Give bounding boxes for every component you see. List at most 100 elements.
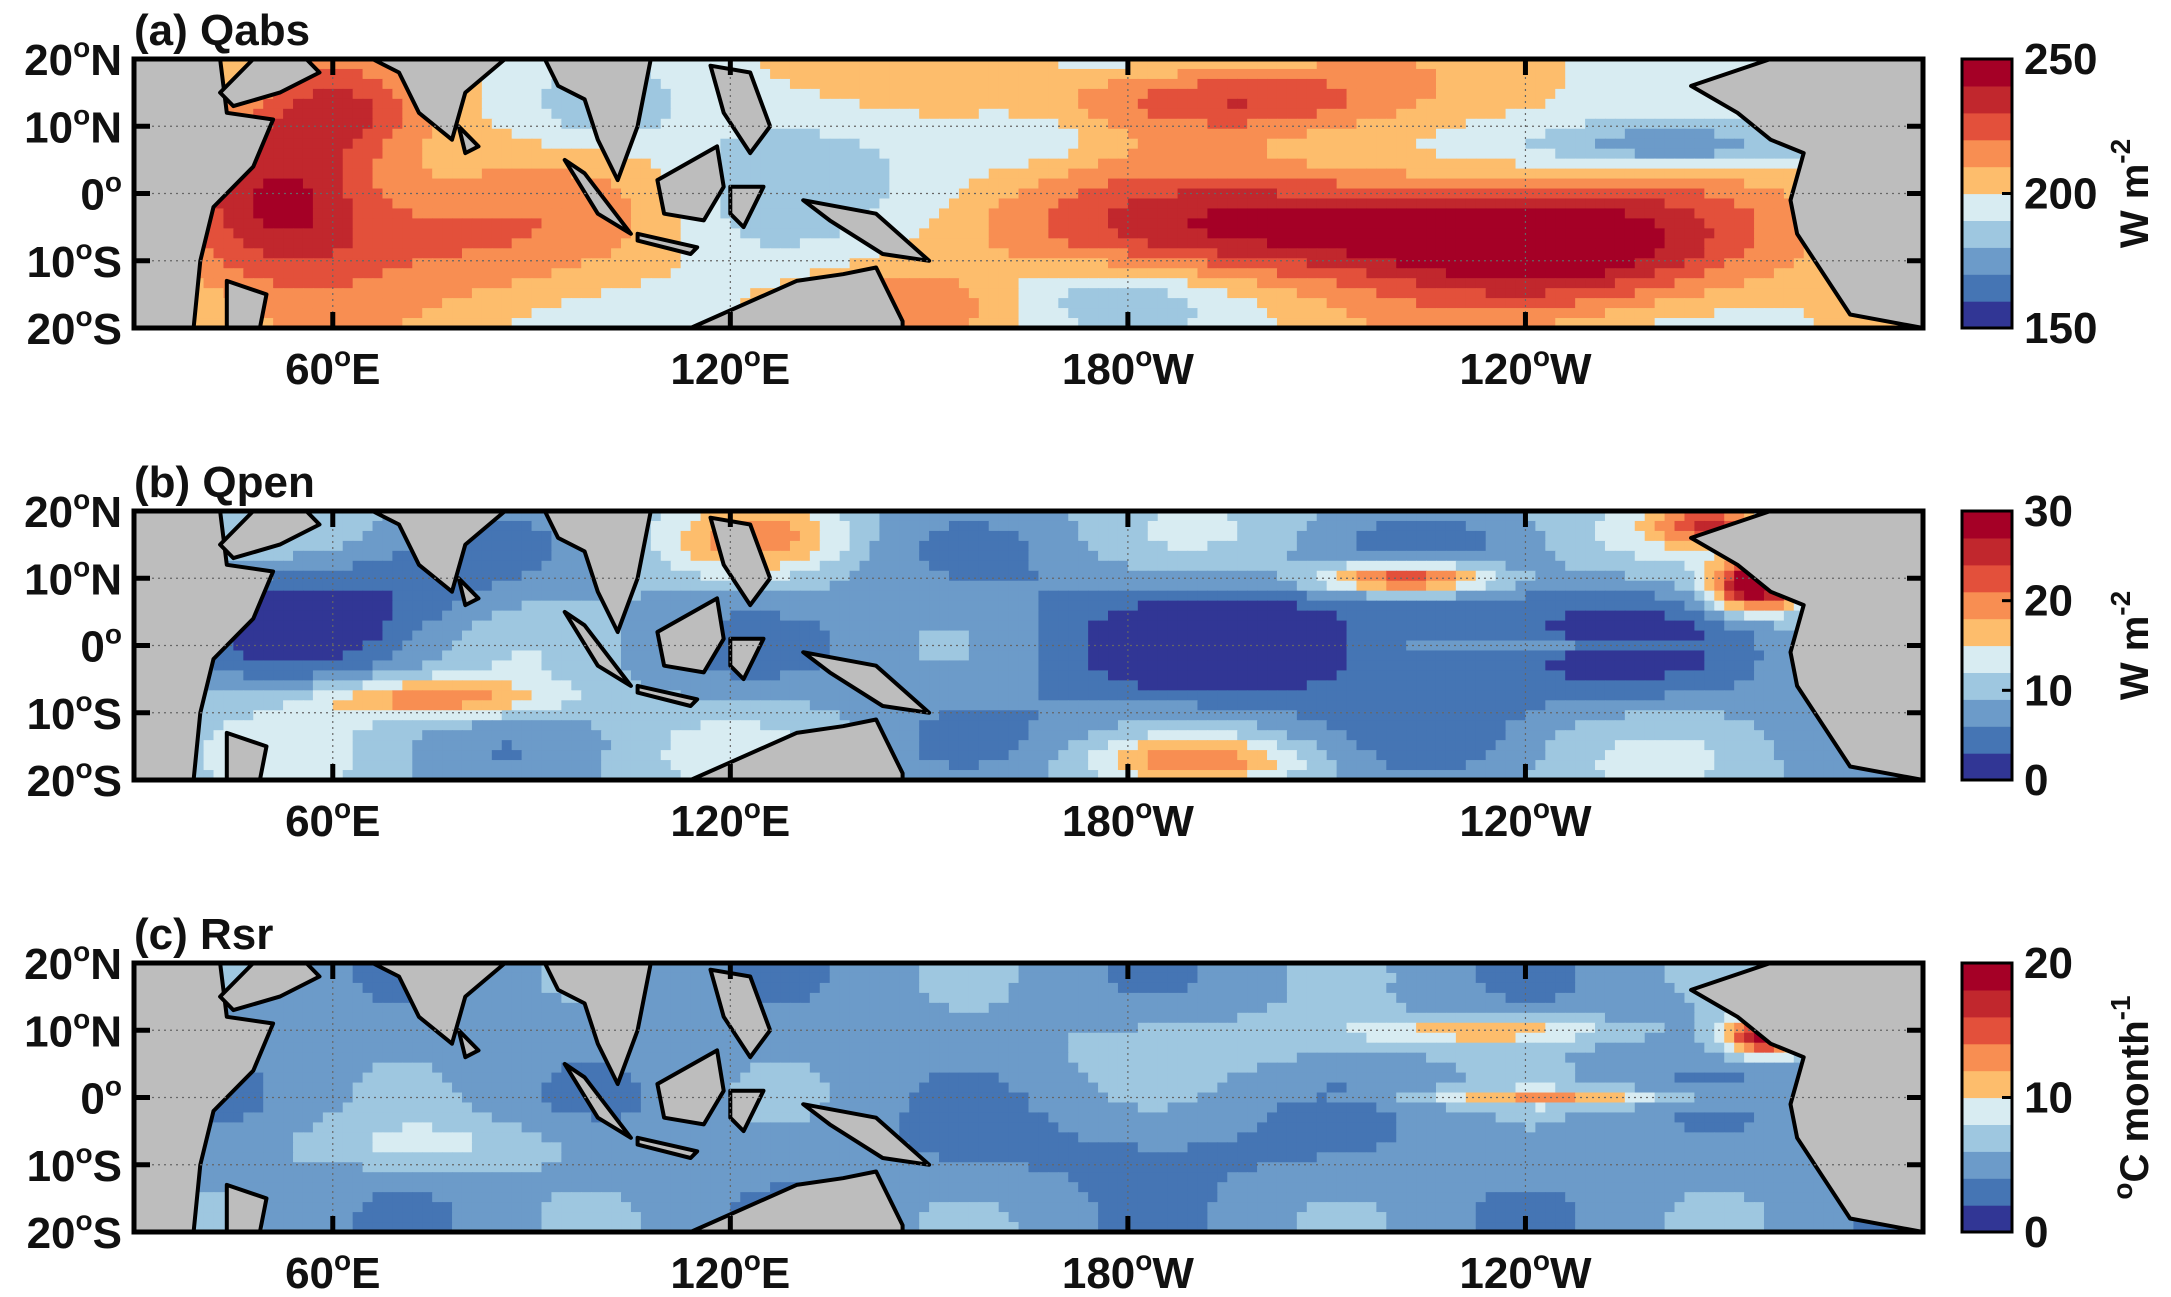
contour-cell (1048, 59, 1060, 70)
contour-cell (302, 308, 314, 319)
contour-cell (1108, 228, 1119, 240)
contour-cell (929, 148, 940, 160)
contour-cell (1634, 68, 1646, 80)
contour-cell (1276, 158, 1288, 170)
contour-cell (1346, 308, 1358, 319)
contour-cell (1754, 228, 1765, 240)
contour-cell (1127, 178, 1139, 190)
contour-cell (710, 88, 722, 100)
contour-cell (1396, 178, 1407, 190)
contour-cell (730, 511, 741, 522)
contour-cell (491, 298, 503, 309)
contour-cell (1326, 208, 1338, 220)
contour-cell (561, 238, 573, 249)
contour-cell (1773, 318, 1785, 329)
contour-cell (1207, 148, 1219, 160)
contour-cell (1475, 158, 1487, 170)
contour-cell (1654, 318, 1666, 329)
contour-cell (541, 308, 553, 319)
contour-cell (710, 511, 722, 522)
contour-cell (939, 228, 950, 240)
contour-cell (352, 298, 364, 309)
contour-cell (1565, 278, 1576, 289)
contour-cell (541, 148, 553, 160)
contour-cell (1495, 318, 1507, 329)
contour-cell (1575, 248, 1586, 259)
contour-cell (1267, 318, 1278, 329)
contour-cell (1286, 258, 1298, 269)
contour-cell (382, 288, 394, 299)
contour-cell (889, 198, 900, 210)
contour-cell (650, 308, 662, 319)
contour-cell (1316, 198, 1328, 210)
contour-cell (939, 68, 950, 80)
contour-cell (1634, 178, 1646, 190)
contour-cell (1803, 318, 1815, 329)
contour-cell (1465, 198, 1477, 210)
contour-cell (402, 258, 413, 269)
contour-cell (958, 78, 970, 90)
contour-cell (1624, 78, 1636, 90)
contour-cell (342, 228, 354, 240)
contour-cell (1167, 158, 1179, 170)
contour-cell (621, 168, 632, 180)
contour-cell (422, 258, 433, 269)
contour-cell (1714, 278, 1725, 289)
contour-cell (1634, 138, 1646, 150)
contour-cell (1078, 278, 1089, 289)
contour-cell (1197, 59, 1209, 70)
contour-cell (521, 188, 533, 200)
contour-cell (1326, 308, 1338, 319)
contour-cell (1396, 258, 1407, 269)
contour-cell (660, 59, 672, 70)
contour-cell (1386, 118, 1397, 130)
contour-cell (929, 59, 940, 70)
contour-cell (332, 78, 344, 90)
contour-cell (551, 118, 563, 130)
contour-cell (1495, 178, 1507, 190)
contour-cell (1545, 118, 1556, 130)
contour-cell (958, 288, 970, 299)
contour-cell (1744, 228, 1755, 240)
contour-cell (909, 228, 920, 240)
contour-cell (322, 108, 334, 120)
contour-cell (1018, 208, 1030, 220)
contour-cell (1535, 78, 1547, 90)
contour-cell (1744, 308, 1755, 319)
contour-cell (1157, 208, 1169, 220)
contour-cell (1744, 158, 1755, 170)
contour-cell (1366, 218, 1378, 230)
contour-cell (630, 238, 642, 249)
contour-cell (412, 168, 423, 180)
contour-cell (1018, 238, 1030, 249)
contour-cell (879, 108, 891, 120)
contour-cell (879, 138, 891, 150)
contour-cell (402, 148, 413, 160)
contour-cell (978, 308, 990, 319)
contour-cell (1356, 308, 1368, 319)
contour-cell (1684, 98, 1696, 110)
contour-cell (1654, 138, 1666, 150)
contour-cell (1276, 198, 1288, 210)
contour-cell (392, 218, 404, 230)
contour-cell (690, 318, 702, 329)
contour-cell (799, 248, 811, 259)
contour-cell (978, 288, 990, 299)
contour-cell (1585, 108, 1596, 120)
contour-cell (461, 318, 473, 329)
contour-cell (660, 288, 672, 299)
contour-cell (978, 108, 990, 120)
contour-cell (919, 218, 930, 230)
contour-cell (1445, 118, 1457, 130)
contour-cell (1485, 78, 1497, 90)
contour-cell (1127, 198, 1139, 210)
contour-cell (1217, 278, 1228, 289)
contour-cell (1763, 148, 1775, 160)
contour-cell (531, 308, 543, 319)
contour-cell (1595, 238, 1606, 249)
contour-cell (1525, 128, 1537, 140)
contour-cell (1565, 148, 1576, 160)
contour-cell (839, 238, 851, 249)
contour-cell (740, 248, 751, 259)
contour-cell (809, 178, 821, 190)
